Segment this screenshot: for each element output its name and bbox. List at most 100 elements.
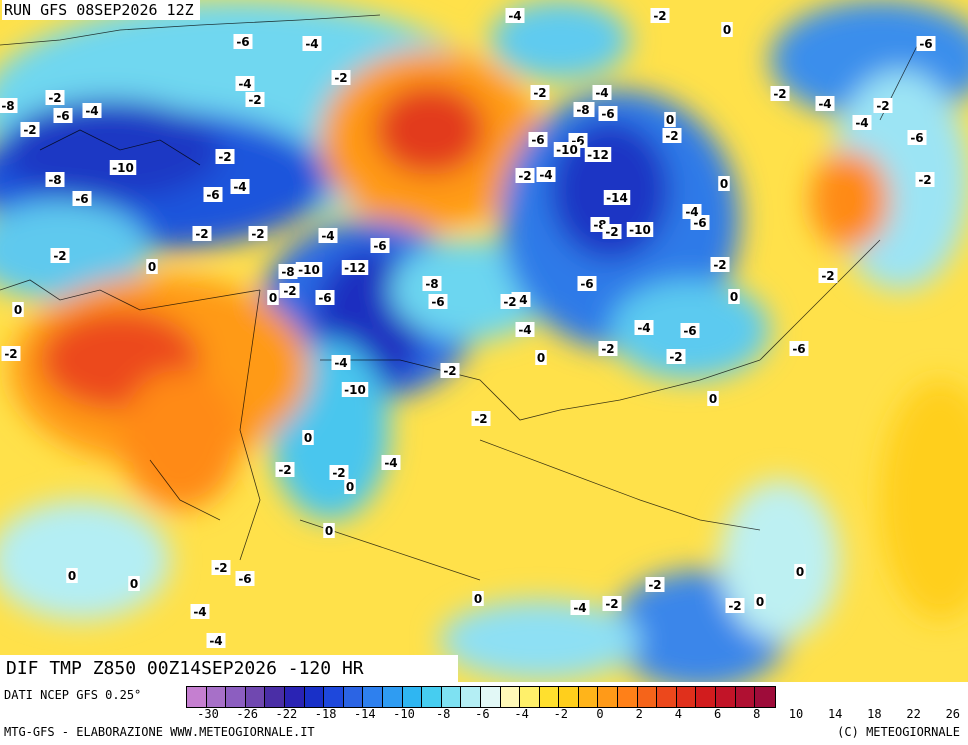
value-label-bg bbox=[318, 228, 338, 243]
value-label-bg bbox=[818, 268, 838, 283]
value-label-bg bbox=[280, 283, 300, 298]
value-label-bg bbox=[233, 34, 253, 49]
value-label-bg bbox=[82, 103, 102, 118]
contour-value-label: -4 bbox=[384, 456, 397, 470]
contour-value-label: -2 bbox=[518, 169, 531, 183]
value-label-bg bbox=[916, 36, 936, 51]
value-label-bg bbox=[192, 226, 212, 241]
value-label-bg bbox=[515, 168, 535, 183]
contour-value-label: 0 bbox=[666, 113, 674, 127]
value-label-bg bbox=[323, 523, 335, 538]
color-scale-tick-label: -26 bbox=[236, 707, 259, 721]
contour-value-label: -6 bbox=[56, 109, 69, 123]
value-label-bg bbox=[248, 226, 268, 241]
color-scale-swatch bbox=[578, 687, 599, 707]
contour-value-label: -2 bbox=[218, 150, 231, 164]
contour-value-label: 0 bbox=[730, 290, 738, 304]
value-label-bg bbox=[1, 346, 21, 361]
value-label-bg bbox=[50, 248, 70, 263]
color-scale-tick-label: -8 bbox=[435, 707, 451, 721]
contour-value-label: 0 bbox=[14, 303, 22, 317]
value-label-bg bbox=[109, 160, 137, 175]
value-label-bg bbox=[0, 98, 18, 113]
value-label-bg bbox=[645, 577, 665, 592]
contour-value-label: 0 bbox=[130, 577, 138, 591]
value-label-bg bbox=[302, 430, 314, 445]
value-label-bg bbox=[515, 322, 535, 337]
color-scale-swatch bbox=[598, 687, 619, 707]
contour-value-label: -4 bbox=[637, 321, 650, 335]
contour-value-label: -4 bbox=[238, 77, 251, 91]
contour-value-label: -12 bbox=[587, 148, 609, 162]
value-label-bg bbox=[570, 600, 590, 615]
contour-value-label: -2 bbox=[665, 129, 678, 143]
value-label-bg bbox=[794, 564, 806, 579]
color-scale-swatch bbox=[696, 687, 717, 707]
contour-value-label: -2 bbox=[332, 466, 345, 480]
value-label-bg bbox=[295, 262, 323, 277]
color-scale-tick-label: -18 bbox=[314, 707, 337, 721]
contour-value-label: 0 bbox=[537, 351, 545, 365]
value-label-bg bbox=[907, 130, 927, 145]
contour-value-label: -4 bbox=[305, 37, 318, 51]
value-label-bg bbox=[370, 238, 390, 253]
elaboration-credit: MTG-GFS - ELABORAZIONE WWW.METEOGIORNALE… bbox=[4, 725, 315, 739]
value-label-bg bbox=[275, 462, 295, 477]
value-label-bg bbox=[852, 115, 872, 130]
contour-value-label: -2 bbox=[23, 123, 36, 137]
color-scale-tick-label: 4 bbox=[674, 707, 683, 721]
value-label-bg bbox=[500, 294, 520, 309]
contour-value-label: -2 bbox=[334, 71, 347, 85]
color-scale-swatch bbox=[363, 687, 383, 707]
color-scale-swatch bbox=[402, 687, 423, 707]
value-label-bg bbox=[602, 224, 622, 239]
color-scale-tick-label: 6 bbox=[713, 707, 722, 721]
color-scale-swatch bbox=[265, 687, 285, 707]
contour-value-label: -2 bbox=[713, 258, 726, 272]
contour-value-label: -4 bbox=[233, 180, 246, 194]
contour-value-label: -2 bbox=[876, 99, 889, 113]
color-scale-swatch bbox=[755, 687, 775, 707]
contour-value-label: -14 bbox=[606, 191, 628, 205]
value-label-bg bbox=[530, 85, 550, 100]
contour-value-label: -6 bbox=[580, 277, 593, 291]
data-source: DATI NCEP GFS 0.25° bbox=[4, 688, 142, 702]
value-label-bg bbox=[381, 455, 401, 470]
contour-value-label: -2 bbox=[195, 227, 208, 241]
contour-value-label: -6 bbox=[531, 133, 544, 147]
contour-value-label: 0 bbox=[474, 592, 482, 606]
color-scale-bar bbox=[186, 686, 776, 708]
value-label-bg bbox=[634, 320, 654, 335]
color-scale-swatch bbox=[206, 687, 227, 707]
value-label-bg bbox=[235, 76, 255, 91]
color-scale-swatch bbox=[676, 687, 697, 707]
map-title: DIF TMP Z850 00Z14SEP2026 -120 HR bbox=[0, 655, 458, 683]
color-scale-tick-label: 2 bbox=[635, 707, 643, 721]
color-scale-swatch bbox=[461, 687, 481, 707]
color-scale-tick-label: -14 bbox=[353, 707, 376, 721]
value-label-bg bbox=[728, 289, 740, 304]
contour-value-label: -2 bbox=[53, 249, 66, 263]
value-label-bg bbox=[603, 190, 631, 205]
value-label-bg bbox=[471, 411, 491, 426]
value-label-bg bbox=[211, 560, 231, 575]
contour-value-label: -2 bbox=[605, 597, 618, 611]
contour-value-label: 0 bbox=[756, 595, 764, 609]
contour-value-label: -2 bbox=[214, 561, 227, 575]
value-label-bg bbox=[680, 323, 700, 338]
contour-value-label: -6 bbox=[236, 35, 249, 49]
contour-value-label: -8 bbox=[48, 173, 61, 187]
contour-value-label: 0 bbox=[148, 260, 156, 274]
color-scale-swatch bbox=[539, 687, 560, 707]
contour-value-label: -6 bbox=[792, 342, 805, 356]
value-label-bg bbox=[302, 36, 322, 51]
contour-value-label: -12 bbox=[344, 261, 366, 275]
value-label-bg bbox=[344, 479, 356, 494]
color-scale-swatch bbox=[520, 687, 540, 707]
value-label-bg bbox=[245, 92, 265, 107]
value-label-bg bbox=[472, 591, 484, 606]
value-label-bg bbox=[45, 90, 65, 105]
contour-value-label: -4 bbox=[334, 356, 347, 370]
color-scale-tick-label: -2 bbox=[553, 707, 569, 721]
contour-value-label: -6 bbox=[75, 192, 88, 206]
